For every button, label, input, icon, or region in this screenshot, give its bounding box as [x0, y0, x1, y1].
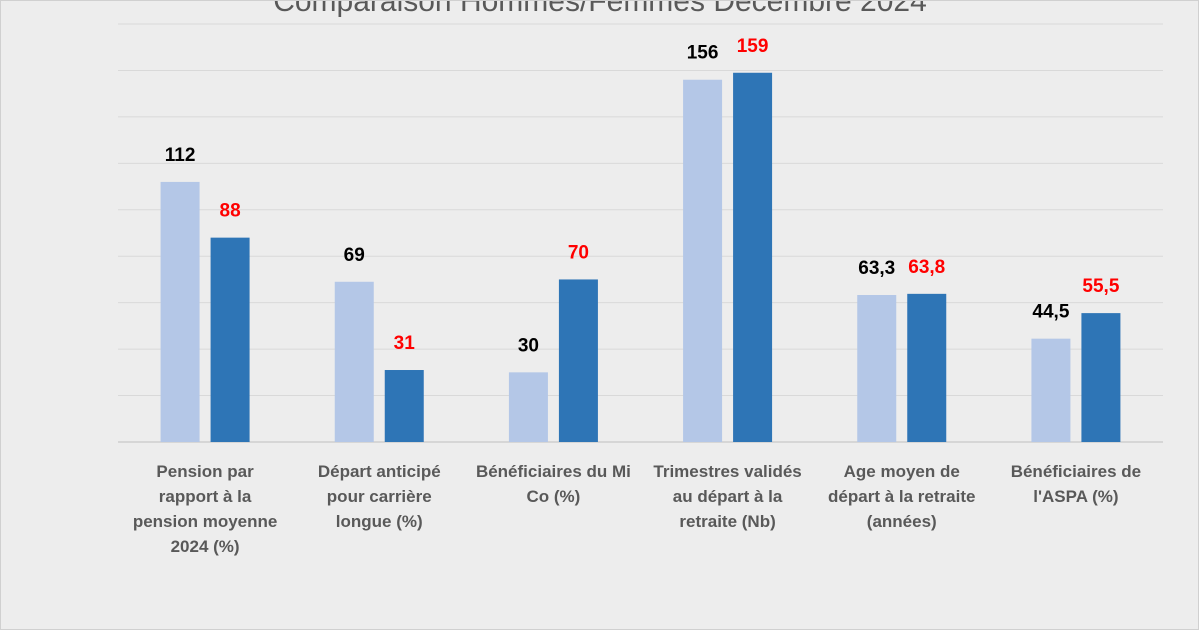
- data-label: 156: [687, 43, 719, 64]
- bar: [683, 79, 723, 442]
- data-label: 63,8: [908, 257, 945, 278]
- x-tick-label: Bénéficiaires de l'ASPA (%): [1010, 462, 1142, 506]
- x-tick-label: Départ anticipé pour carrière longue (%): [317, 462, 441, 531]
- x-tick-label: Bénéficiaires du Mi Co (%): [475, 462, 631, 506]
- data-label: 44,5: [1032, 302, 1069, 323]
- bar: [907, 293, 947, 442]
- bar: [558, 279, 598, 442]
- data-label: 30: [518, 335, 539, 356]
- bar: [508, 372, 548, 442]
- data-label: 70: [568, 242, 589, 263]
- bar: [1081, 313, 1121, 442]
- x-tick-label: Age moyen de départ à la retraite (année…: [828, 462, 976, 531]
- data-label: 88: [220, 201, 241, 222]
- data-label: 159: [737, 36, 769, 57]
- data-label: 55,5: [1082, 276, 1119, 297]
- bar: [384, 370, 424, 442]
- bar: [1031, 338, 1071, 442]
- x-tick-label: Trimestres validés au départ à la retrai…: [653, 462, 802, 531]
- chart-title: Comparaison Hommes/Femmes Décembre 2024: [273, 1, 927, 18]
- bar: [733, 72, 773, 443]
- bar: [857, 295, 897, 442]
- x-tick-label: Pension par rapport à la pension moyenne…: [132, 462, 278, 556]
- bar: [210, 237, 250, 442]
- data-label: 112: [165, 145, 196, 166]
- bar: [334, 281, 374, 442]
- bar: [160, 181, 200, 442]
- data-label: 63,3: [858, 258, 895, 279]
- data-label: 31: [394, 333, 416, 354]
- data-label: 69: [344, 245, 365, 266]
